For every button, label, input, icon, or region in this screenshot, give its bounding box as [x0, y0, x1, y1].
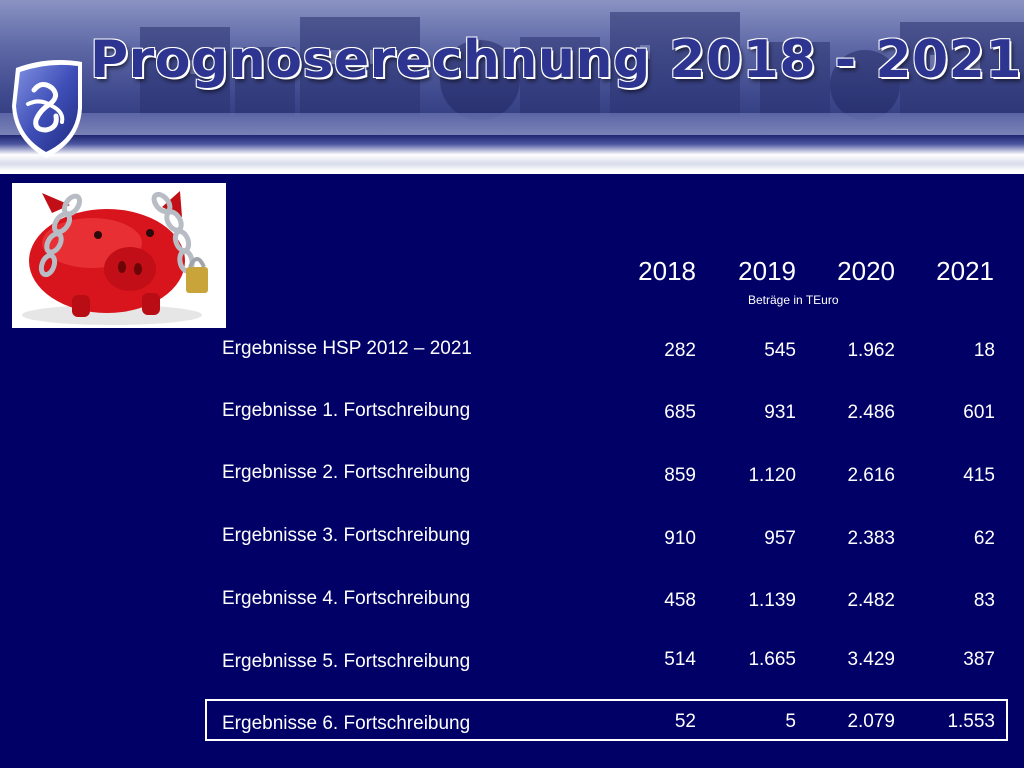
row-label: Ergebnisse 3. Fortschreibung: [222, 525, 471, 546]
table-cell: 514: [664, 649, 696, 670]
table-cell: 957: [764, 528, 796, 549]
piggy-bank-chained-padlock-image: [12, 183, 226, 328]
year-header: 2021: [936, 256, 994, 286]
unit-note: Beträge in TEuro: [748, 293, 839, 307]
table-cell: 62: [973, 528, 995, 549]
table-cell: 1.120: [748, 465, 796, 486]
table-cell: 1.553: [947, 711, 995, 732]
table-cell: 2.482: [847, 590, 895, 611]
table-cell: 282: [664, 340, 696, 361]
year-header: 2019: [738, 256, 796, 286]
row-label: Ergebnisse 5. Fortschreibung: [222, 651, 471, 672]
row-label: Ergebnisse 1. Fortschreibung: [222, 400, 471, 421]
header-divider: [0, 171, 1024, 174]
row-label: Ergebnisse 2. Fortschreibung: [222, 462, 471, 483]
table-cell: 52: [674, 711, 696, 732]
table-cell: 1.665: [748, 649, 796, 670]
highlighted-row-frame: [205, 699, 1008, 741]
table-cell: 685: [664, 402, 696, 423]
year-header: 2018: [638, 256, 696, 286]
table-cell: 2.079: [847, 711, 895, 732]
table-cell: 83: [973, 590, 995, 611]
table-cell: 2.486: [847, 402, 895, 423]
slide-title: Prognoserechnung 2018 - 2021: [90, 30, 1023, 90]
city-crest-shield-icon: [12, 60, 82, 158]
header-band: [0, 135, 1024, 171]
row-label: Ergebnisse 4. Fortschreibung: [222, 588, 471, 609]
table-cell: 1.962: [847, 340, 895, 361]
table-cell: 387: [963, 649, 995, 670]
row-label: Ergebnisse HSP 2012 – 2021: [222, 338, 472, 359]
table-cell: 910: [664, 528, 696, 549]
table-cell: 1.139: [748, 590, 796, 611]
table-cell: 931: [764, 402, 796, 423]
table-cell: 18: [973, 340, 995, 361]
header-banner: [0, 0, 1024, 135]
table-cell: 5: [785, 711, 796, 732]
table-cell: 601: [963, 402, 995, 423]
table-cell: 2.616: [847, 465, 895, 486]
year-header: 2020: [837, 256, 895, 286]
table-cell: 545: [764, 340, 796, 361]
table-cell: 859: [664, 465, 696, 486]
table-cell: 2.383: [847, 528, 895, 549]
table-cell: 3.429: [847, 649, 895, 670]
table-cell: 415: [963, 465, 995, 486]
table-cell: 458: [664, 590, 696, 611]
row-label: Ergebnisse 6. Fortschreibung: [222, 713, 471, 734]
